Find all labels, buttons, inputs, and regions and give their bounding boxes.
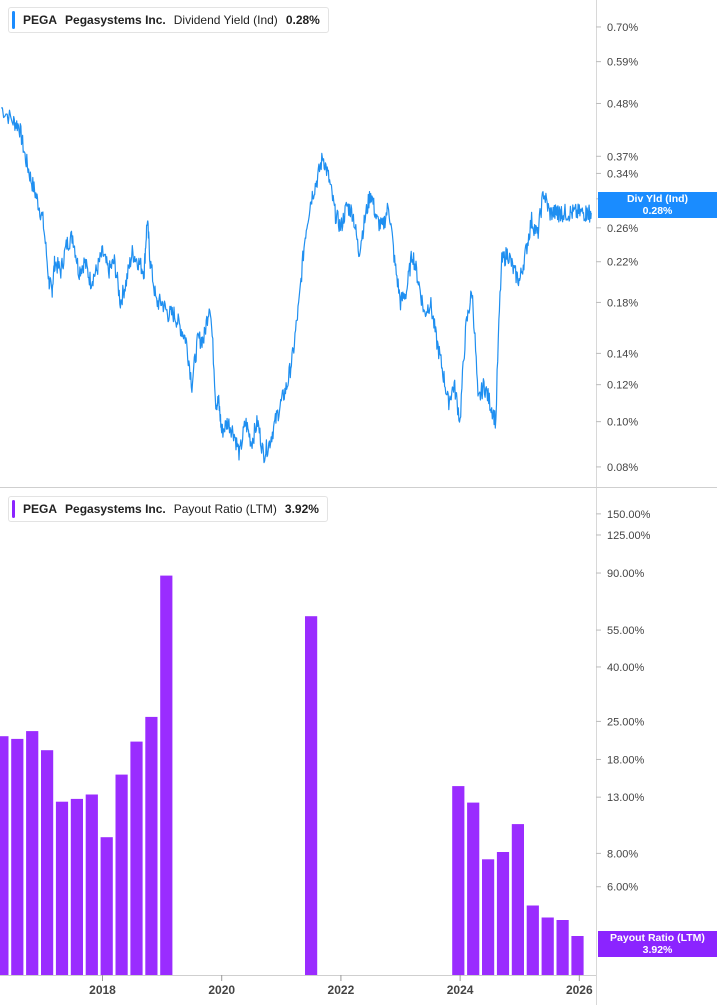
payout-ratio-bar	[467, 802, 480, 975]
legend-metric: Payout Ratio (LTM)	[173, 502, 277, 516]
y-tick-label: 0.48%	[607, 98, 638, 110]
payout-ratio-bar	[115, 774, 128, 975]
y-tick-label: 13.00%	[607, 792, 645, 804]
payout-ratio-bar	[26, 731, 39, 975]
payout-ratio-bar	[541, 917, 554, 975]
y-tick-label: 25.00%	[607, 716, 645, 728]
y-tick-label: 0.18%	[607, 297, 638, 309]
legend-ticker: PEGA	[23, 13, 58, 27]
x-tick-label: 2018	[89, 983, 116, 997]
series-color-swatch	[12, 11, 15, 29]
payout-ratio-bar	[85, 794, 98, 975]
payout-ratio-bar	[0, 736, 9, 975]
y-tick-label: 125.00%	[607, 530, 651, 542]
payout-ratio-bar	[571, 936, 584, 975]
x-tick-label: 2020	[208, 983, 235, 997]
y-tick-label: 18.00%	[607, 754, 645, 766]
payout-ratio-bar	[55, 801, 69, 975]
y-tick-label: 0.59%	[607, 57, 638, 69]
legend-company: Pegasystems Inc.	[65, 502, 166, 516]
x-tick-label: 2024	[447, 983, 474, 997]
payout-ratio-bar	[70, 798, 83, 975]
x-tick-label: 2022	[328, 983, 355, 997]
legend-company: Pegasystems Inc.	[65, 13, 166, 27]
y-tick-label: 150.00%	[607, 509, 651, 521]
y-tick-label: 0.12%	[607, 380, 638, 392]
payout-ratio-bar	[11, 738, 24, 975]
payout-ratio-bar	[526, 905, 539, 975]
badge-value: 0.28%	[642, 205, 673, 217]
top-value-badge: Div Yld (Ind) 0.28%	[598, 192, 717, 218]
badge-label: Payout Ratio (LTM)	[610, 932, 705, 944]
y-tick-label: 0.10%	[607, 417, 638, 429]
badge-value: 3.92%	[642, 944, 673, 956]
badge-label: Div Yld (Ind)	[626, 193, 689, 205]
y-tick-label: 0.70%	[607, 22, 638, 34]
y-tick-label: 55.00%	[607, 625, 645, 637]
payout-ratio-bar	[511, 824, 524, 975]
payout-ratio-bar	[130, 741, 143, 975]
y-tick-label: 8.00%	[607, 848, 638, 860]
y-tick-label: 0.34%	[607, 168, 638, 180]
y-tick-label: 90.00%	[607, 568, 645, 580]
x-tick-label: 2026	[566, 983, 593, 997]
payout-ratio-bar	[482, 859, 495, 975]
y-tick-label: 40.00%	[607, 662, 645, 674]
bottom-legend: PEGA Pegasystems Inc. Payout Ratio (LTM)…	[8, 496, 328, 522]
bottom-value-badge: Payout Ratio (LTM) 3.92%	[598, 931, 717, 957]
payout-ratio-bar	[160, 575, 173, 975]
legend-value: 3.92%	[284, 502, 319, 516]
payout-ratio-bar	[100, 837, 113, 975]
y-tick-label: 0.22%	[607, 257, 638, 269]
payout-ratio-bar	[452, 786, 465, 975]
payout-ratio-bar	[145, 716, 158, 975]
dividend-yield-line	[1, 107, 592, 464]
y-tick-label: 0.37%	[607, 151, 638, 163]
y-tick-label: 6.00%	[607, 882, 638, 894]
payout-ratio-bar	[305, 616, 318, 975]
series-color-swatch	[12, 500, 15, 518]
top-legend: PEGA Pegasystems Inc. Dividend Yield (In…	[8, 7, 329, 33]
y-tick-label: 0.26%	[607, 223, 638, 235]
payout-ratio-pane: 150.00% 125.00% 90.00% 55.00% 40.00% 25.00% 18…	[0, 509, 651, 975]
dividend-yield-pane: 0.70%0.59%0.48%0.37%0.34%0.30%0.26%0.22%…	[1, 22, 638, 474]
payout-ratio-bar	[41, 750, 54, 975]
y-tick-label: 0.08%	[607, 462, 638, 474]
y-tick-label: 0.14%	[607, 348, 638, 360]
legend-metric: Dividend Yield (Ind)	[173, 13, 278, 27]
legend-ticker: PEGA	[23, 502, 58, 516]
x-axis: 2018 2020 2022 2024 2026	[89, 975, 593, 997]
payout-ratio-bar	[496, 852, 510, 975]
legend-value: 0.28%	[285, 13, 320, 27]
payout-ratio-bar	[556, 920, 569, 975]
